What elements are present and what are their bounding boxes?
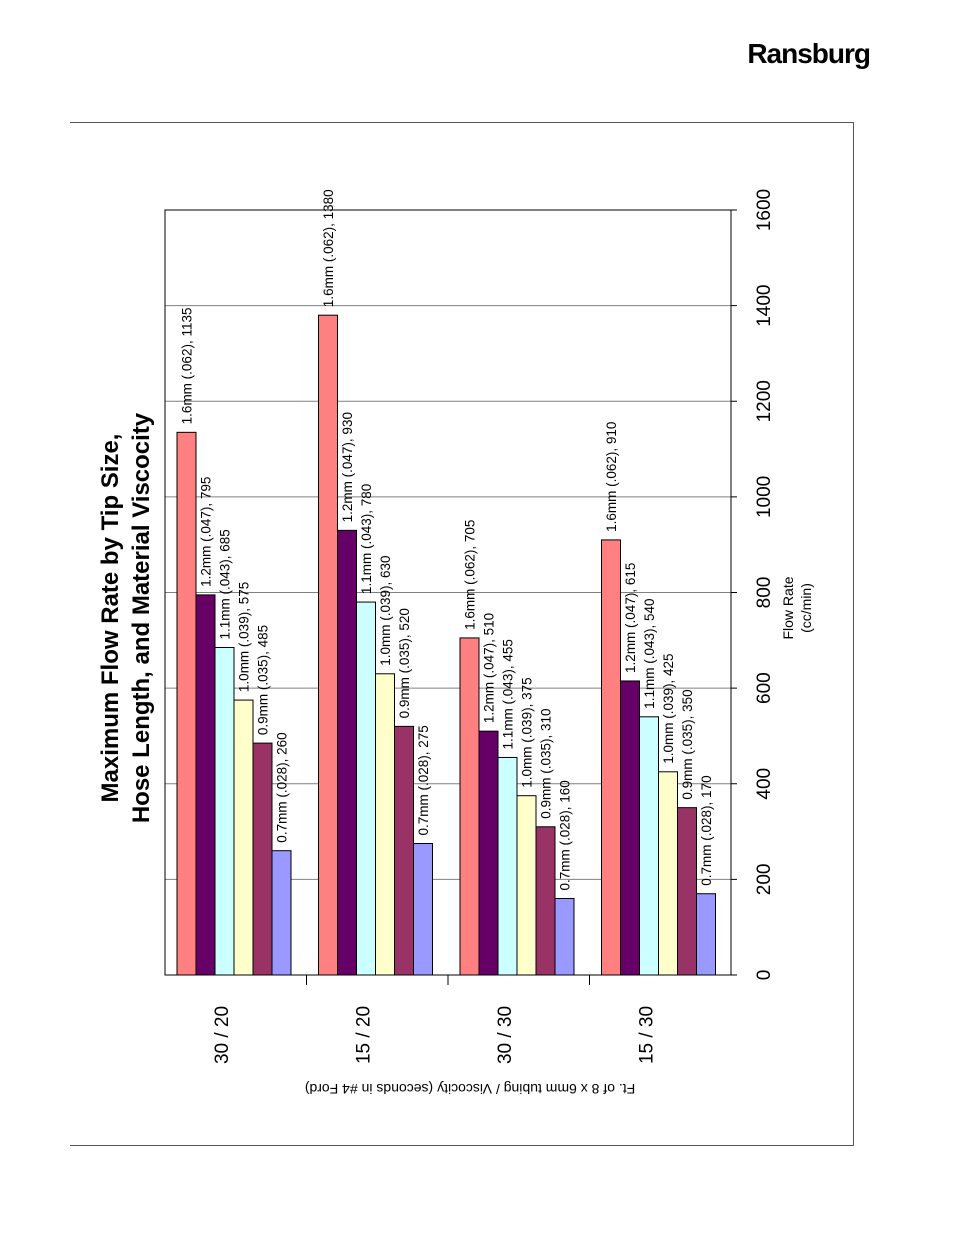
bar [658,771,678,976]
bar [554,898,575,976]
bar [233,699,254,976]
bar [176,431,197,976]
bar [195,594,216,976]
bar [696,893,716,976]
brand-logo: Ransburg [747,38,871,69]
value-tick-label: 400 [754,768,775,800]
bar [214,646,235,976]
value-tick-label: 1000 [754,476,775,518]
bar [639,716,659,976]
category-label: 15 / 30 [636,1006,657,1064]
bar [375,673,395,976]
bars [176,314,716,976]
bar [478,730,499,976]
data-label: 0.7mm (.028), 260 [275,732,290,842]
data-label: 1.6mm (.062), 705 [463,520,478,630]
bar [601,539,621,976]
data-label: 0.7mm (.028), 170 [699,775,714,885]
bar [535,826,556,976]
data-label: 1.1mm (.043), 540 [642,599,657,709]
chart-title: Hose Length, and Material Viscocity [128,412,155,823]
value-axis-label: Flow Rate [780,576,796,639]
data-label: 0.9mm (.035), 350 [680,689,695,799]
bar [356,601,376,976]
data-label: 1.2mm (.047), 510 [482,613,497,723]
data-label: 1.6mm (.062), 910 [604,422,619,532]
bar [497,756,518,976]
value-tick-label: 0 [754,970,775,981]
chart-title: Maximum Flow Rate by Tip Size, [97,434,124,803]
value-axis-label: (cc/min) [798,583,814,633]
data-label: 0.9mm (.035), 485 [256,625,271,735]
value-tick-label: 1400 [754,284,775,326]
data-label: 1.6mm (.062), 1135 [180,308,195,425]
data-label: 0.9mm (.035), 310 [539,708,554,818]
data-label: 0.9mm (.035), 520 [397,608,412,718]
data-label: 1.0mm (.039), 375 [520,677,535,787]
data-label: 0.7mm (.028), 275 [416,725,431,835]
value-tick-label: 1200 [754,380,775,422]
data-label: 1.2mm (.047), 795 [199,477,214,587]
data-label: 1.0mm (.039), 575 [237,582,252,692]
data-label: 1.1mm (.043), 780 [359,484,374,594]
value-tick-label: 800 [754,577,775,609]
data-label: 1.0mm (.039), 630 [378,555,393,665]
bar [337,529,357,976]
bar [620,680,640,976]
value-tick-label: 600 [754,672,775,704]
value-tick-label: 1600 [754,189,775,231]
bar [271,850,292,976]
bar [252,742,273,976]
data-label: 1.1mm (.043), 455 [501,639,516,749]
data-label: 0.7mm (.028), 160 [558,780,573,890]
category-axis-label: Ft. of 8 x 6mm tubing / Viscocity (secon… [305,1081,635,1097]
data-labels: 1.6mm (.062), 1135 1.2mm (.047), 795 1.1mm… [180,189,715,890]
category-label: 30 / 30 [495,1006,516,1064]
bar [394,725,414,976]
category-label: 15 / 20 [353,1006,374,1064]
bar [413,843,433,976]
bar [516,795,537,976]
chart-text: 0 200 400 600 800 1000 1200 1400 1600 30 / 20 15 /… [97,189,814,1097]
category-label: 30 / 20 [212,1006,233,1064]
data-label: 1.2mm (.047), 930 [340,412,355,522]
data-label: 1.2mm (.047), 615 [623,563,638,673]
axes [164,209,737,985]
bar [318,314,338,976]
data-label: 1.6mm (.062), 1380 [321,189,336,307]
data-label: 1.1mm (.043), 685 [218,529,233,639]
bar [677,807,697,976]
value-tick-label: 200 [754,864,775,896]
bar [459,637,480,976]
chart-frame [70,122,854,1146]
data-label: 1.0mm (.039), 425 [661,653,676,763]
